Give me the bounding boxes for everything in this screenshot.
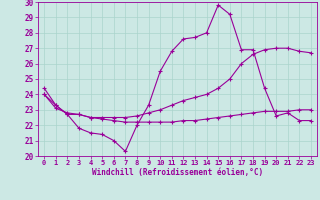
X-axis label: Windchill (Refroidissement éolien,°C): Windchill (Refroidissement éolien,°C) xyxy=(92,168,263,177)
